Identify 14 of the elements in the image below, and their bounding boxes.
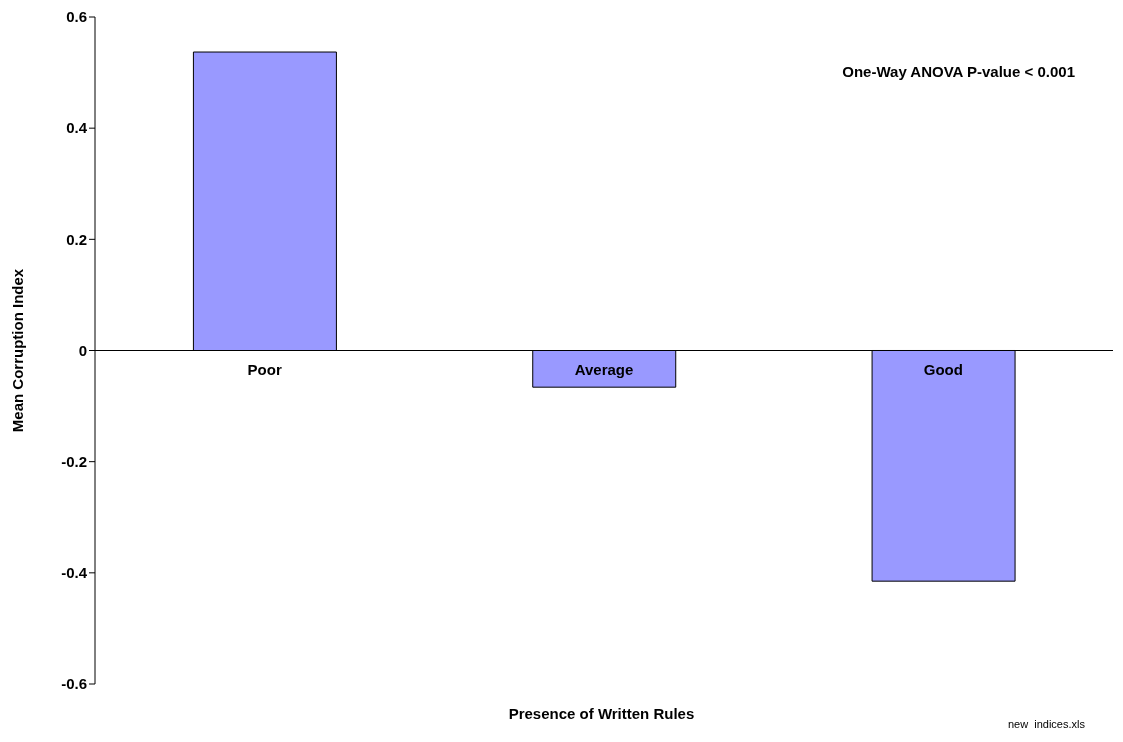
y-tick-label: 0.2	[66, 230, 87, 248]
x-tick-label: Average	[574, 361, 634, 378]
x-tick-label: Good	[923, 361, 963, 378]
y-axis-title: Mean Corruption Index	[9, 268, 27, 433]
y-tick-label: -0.4	[61, 564, 88, 582]
x-tick-label: Poor	[247, 361, 282, 378]
y-tick-label: 0.4	[66, 119, 88, 137]
text: new indices.xls	[1007, 718, 1085, 730]
annotation: One-Way ANOVA P-value < 0.001	[842, 63, 1075, 80]
y-tick-label: -0.6	[61, 675, 87, 693]
y-tick-label: 0.6	[66, 8, 87, 26]
y-tick-label: 0	[78, 341, 87, 359]
y-tick-label: -0.2	[61, 452, 87, 470]
x-axis-title: Presence of Written Rules	[508, 705, 695, 722]
